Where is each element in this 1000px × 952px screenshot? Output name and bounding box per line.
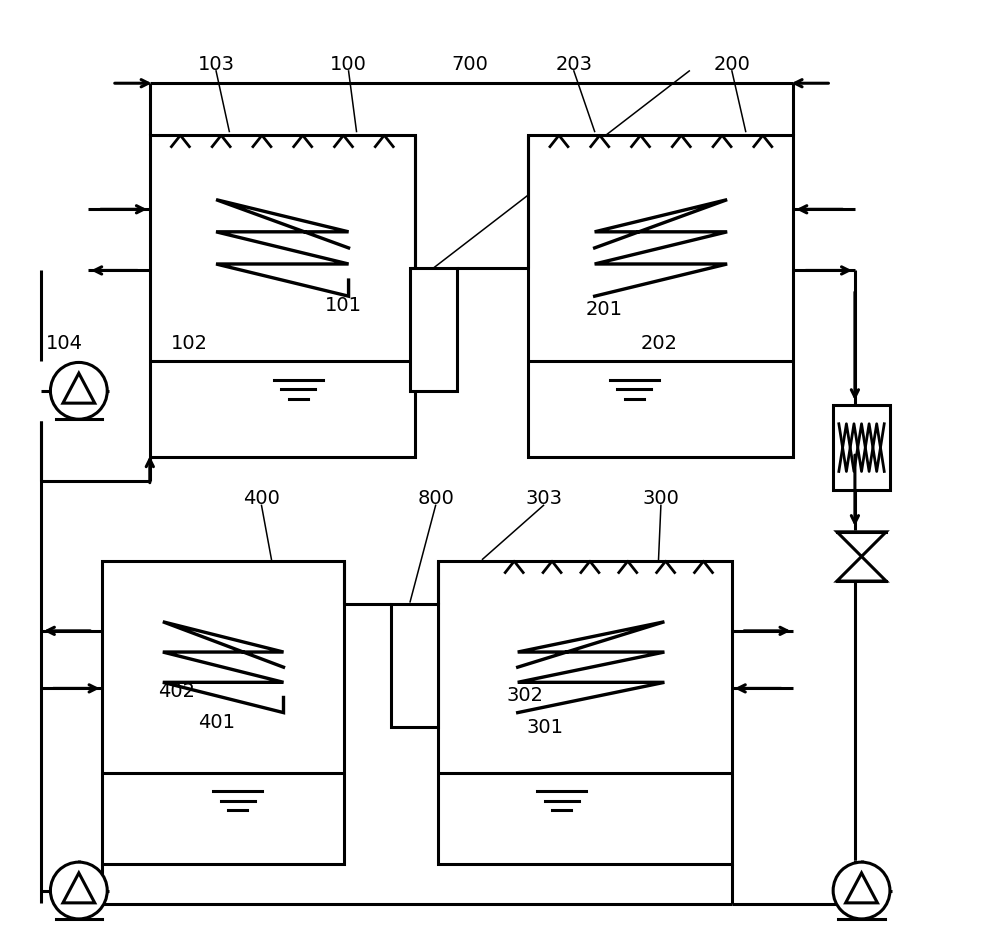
Text: 401: 401 [198,713,235,731]
Circle shape [50,863,107,919]
Circle shape [833,863,890,919]
Text: 202: 202 [641,334,678,353]
Text: 302: 302 [506,686,543,705]
Text: 400: 400 [243,489,280,508]
Bar [438,561,732,864]
Polygon shape [63,373,95,403]
Text: 303: 303 [525,489,562,508]
Text: 100: 100 [330,55,367,74]
Bar [150,135,415,457]
Text: 201: 201 [586,300,623,319]
Text: 200: 200 [713,55,750,74]
Polygon shape [846,873,877,902]
Text: 300: 300 [642,489,679,508]
Polygon shape [837,532,886,557]
Text: 800: 800 [417,489,454,508]
Polygon shape [837,557,886,581]
Text: 301: 301 [527,718,564,737]
Text: 700: 700 [451,55,488,74]
Bar [102,561,344,864]
Bar [528,135,793,457]
Bar [833,405,890,490]
Text: 402: 402 [158,683,195,702]
Text: 104: 104 [46,334,83,353]
Bar [391,604,438,726]
Polygon shape [63,873,95,902]
Bar [410,268,457,391]
Text: 101: 101 [325,296,362,315]
Text: 103: 103 [198,55,235,74]
Circle shape [50,363,107,419]
Text: 203: 203 [555,55,592,74]
Text: 102: 102 [171,334,208,353]
